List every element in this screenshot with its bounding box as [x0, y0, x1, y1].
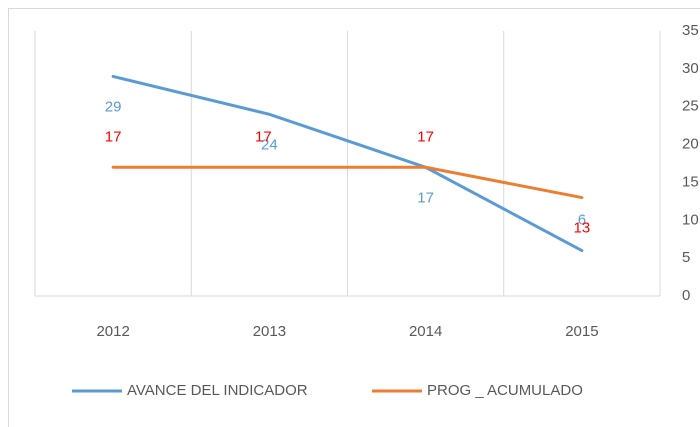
- data-label: 24: [261, 136, 278, 153]
- x-tick-label: 2015: [565, 323, 598, 340]
- legend-label: AVANCE DEL INDICADOR: [127, 382, 308, 399]
- x-tick-label: 2013: [253, 323, 286, 340]
- data-label: 29: [105, 98, 122, 115]
- x-tick-label: 2014: [409, 323, 442, 340]
- x-tick-label: 2012: [96, 323, 129, 340]
- series-line: [111, 165, 584, 200]
- data-label: 17: [105, 128, 122, 145]
- y-tick-label: 5: [682, 249, 690, 266]
- y-tick-label: 10: [682, 211, 699, 228]
- y-tick-label: 35: [682, 22, 699, 39]
- legend-label: PROG _ ACUMULADO: [427, 382, 583, 399]
- data-label: 6: [578, 212, 586, 229]
- data-label: 17: [417, 128, 434, 145]
- y-tick-label: 0: [682, 287, 690, 304]
- y-tick-label: 15: [682, 173, 699, 190]
- y-tick-label: 20: [682, 136, 699, 153]
- data-label: 13: [574, 220, 591, 237]
- y-tick-label: 25: [682, 98, 699, 115]
- y-tick-label: 30: [682, 60, 699, 77]
- data-label: 17: [255, 128, 272, 145]
- series-line: [111, 74, 584, 253]
- chart-frame: [8, 8, 700, 427]
- data-label: 17: [417, 189, 434, 206]
